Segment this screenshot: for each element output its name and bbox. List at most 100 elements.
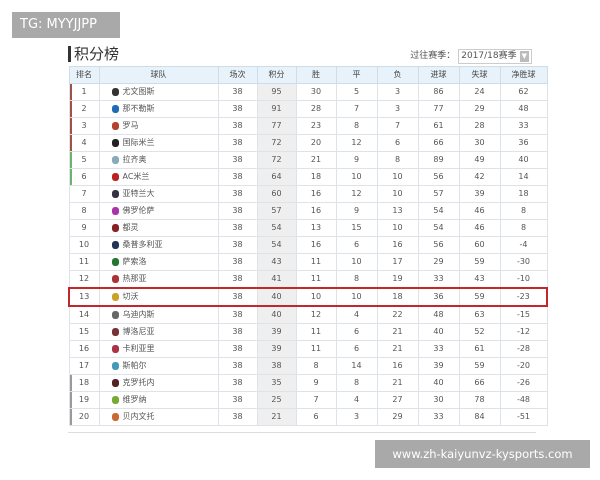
table-row[interactable]: 17 斯帕尔 38 38 8 14 16 39 59 -20 xyxy=(68,357,548,375)
team-name[interactable]: 拉齐奥 xyxy=(122,155,147,164)
goals-for-cell: 36 xyxy=(417,287,460,307)
table-row[interactable]: 1 尤文图斯 38 95 30 5 3 86 24 62 xyxy=(68,83,548,101)
team-name[interactable]: 桑普多利亚 xyxy=(122,240,163,249)
team-cell: 萨索洛 xyxy=(98,253,219,271)
team-logo-icon xyxy=(111,327,119,336)
team-name[interactable]: 卡利亚里 xyxy=(122,344,155,353)
column-header[interactable]: 排名 xyxy=(68,66,100,84)
team-cell: 维罗纳 xyxy=(98,391,219,409)
goals-for-cell: 40 xyxy=(417,323,460,341)
team-name[interactable]: AC米兰 xyxy=(122,172,150,181)
season-select[interactable]: 2017/18赛季 ▼ xyxy=(458,49,532,64)
table-row[interactable]: 3 罗马 38 77 23 8 7 61 28 33 xyxy=(68,117,548,135)
team-name[interactable]: 佛罗伦萨 xyxy=(122,206,155,215)
table-row[interactable]: 11 萨索洛 38 43 11 10 17 29 59 -30 xyxy=(68,253,548,271)
table-row[interactable]: 14 乌迪内斯 38 40 12 4 22 48 63 -15 xyxy=(68,305,548,324)
goal-diff-cell: -23 xyxy=(499,287,548,307)
table-row[interactable]: 7 亚特兰大 38 60 16 12 10 57 39 18 xyxy=(68,185,548,203)
points-cell: 60 xyxy=(256,185,297,203)
table-row[interactable]: 13 切沃 38 40 10 10 18 36 59 -23 xyxy=(68,287,548,307)
column-header[interactable]: 积分 xyxy=(256,66,297,84)
goal-diff-cell: -48 xyxy=(499,391,548,409)
column-header[interactable]: 胜 xyxy=(295,66,337,84)
team-name[interactable]: 乌迪内斯 xyxy=(122,310,155,319)
team-name[interactable]: 斯帕尔 xyxy=(122,361,147,370)
team-name[interactable]: 那不勒斯 xyxy=(122,104,155,113)
column-header[interactable]: 球队 xyxy=(98,66,219,84)
goal-diff-cell: 36 xyxy=(499,134,548,152)
goal-diff-cell: 8 xyxy=(499,202,548,220)
table-row[interactable]: 5 拉齐奥 38 72 21 9 8 89 49 40 xyxy=(68,151,548,169)
team-name[interactable]: 国际米兰 xyxy=(122,138,155,147)
table-row[interactable]: 19 维罗纳 38 25 7 4 27 30 78 -48 xyxy=(68,391,548,409)
played-cell: 38 xyxy=(217,287,258,307)
team-name[interactable]: 克罗托内 xyxy=(122,378,155,387)
points-cell: 21 xyxy=(256,408,297,426)
team-name[interactable]: 维罗纳 xyxy=(122,395,147,404)
table-row[interactable]: 9 都灵 38 54 13 15 10 54 46 8 xyxy=(68,219,548,237)
goals-against-cell: 49 xyxy=(458,151,501,169)
table-row[interactable]: 8 佛罗伦萨 38 57 16 9 13 54 46 8 xyxy=(68,202,548,220)
won-cell: 9 xyxy=(295,374,337,392)
table-row[interactable]: 16 卡利亚里 38 39 11 6 21 33 61 -28 xyxy=(68,340,548,358)
table-row[interactable]: 4 国际米兰 38 72 20 12 6 66 30 36 xyxy=(68,134,548,152)
played-cell: 38 xyxy=(217,202,258,220)
column-header[interactable]: 进球 xyxy=(417,66,460,84)
team-name[interactable]: 亚特兰大 xyxy=(122,189,155,198)
team-name[interactable]: 切沃 xyxy=(122,292,139,301)
team-cell: 切沃 xyxy=(98,287,219,307)
goals-for-cell: 29 xyxy=(417,253,460,271)
goal-diff-cell: -15 xyxy=(499,305,548,324)
team-name[interactable]: 尤文图斯 xyxy=(122,87,155,96)
divider xyxy=(68,432,536,433)
points-cell: 54 xyxy=(256,219,297,237)
played-cell: 38 xyxy=(217,340,258,358)
points-cell: 39 xyxy=(256,340,297,358)
points-cell: 35 xyxy=(256,374,297,392)
column-header[interactable]: 负 xyxy=(376,66,419,84)
won-cell: 16 xyxy=(295,185,337,203)
column-header[interactable]: 平 xyxy=(335,66,378,84)
team-logo-icon xyxy=(111,104,119,113)
played-cell: 38 xyxy=(217,408,258,426)
goals-against-cell: 59 xyxy=(458,287,501,307)
table-row[interactable]: 15 博洛尼亚 38 39 11 6 21 40 52 -12 xyxy=(68,323,548,341)
rank-cell: 12 xyxy=(68,270,100,289)
goals-against-cell: 59 xyxy=(458,253,501,271)
played-cell: 38 xyxy=(217,83,258,101)
team-name[interactable]: 博洛尼亚 xyxy=(122,327,155,336)
goals-for-cell: 77 xyxy=(417,100,460,118)
team-name[interactable]: 都灵 xyxy=(122,223,139,232)
played-cell: 38 xyxy=(217,168,258,186)
rank-cell: 6 xyxy=(68,168,100,186)
team-name[interactable]: 贝内文托 xyxy=(122,412,155,421)
team-name[interactable]: 热那亚 xyxy=(122,274,147,283)
column-header[interactable]: 场次 xyxy=(217,66,258,84)
table-row[interactable]: 6 AC米兰 38 64 18 10 10 56 42 14 xyxy=(68,168,548,186)
goal-diff-cell: 14 xyxy=(499,168,548,186)
lost-cell: 22 xyxy=(376,305,419,324)
table-row[interactable]: 2 那不勒斯 38 91 28 7 3 77 29 48 xyxy=(68,100,548,118)
column-header[interactable]: 失球 xyxy=(458,66,501,84)
goals-against-cell: 24 xyxy=(458,83,501,101)
team-name[interactable]: 罗马 xyxy=(122,121,139,130)
column-header[interactable]: 净胜球 xyxy=(499,66,548,84)
drawn-cell: 8 xyxy=(335,374,378,392)
team-logo-icon xyxy=(111,344,119,353)
table-row[interactable]: 20 贝内文托 38 21 6 3 29 33 84 -51 xyxy=(68,408,548,426)
table-row[interactable]: 12 热那亚 38 41 11 8 19 33 43 -10 xyxy=(68,270,548,289)
won-cell: 11 xyxy=(295,340,337,358)
goal-diff-cell: -12 xyxy=(499,323,548,341)
team-logo-icon xyxy=(111,257,119,266)
team-logo-icon xyxy=(111,121,119,130)
team-name[interactable]: 萨索洛 xyxy=(122,257,147,266)
team-cell: 国际米兰 xyxy=(98,134,219,152)
goals-for-cell: 40 xyxy=(417,374,460,392)
lost-cell: 16 xyxy=(376,236,419,254)
rank-cell: 4 xyxy=(68,134,100,152)
table-row[interactable]: 10 桑普多利亚 38 54 16 6 16 56 60 -4 xyxy=(68,236,548,254)
table-row[interactable]: 18 克罗托内 38 35 9 8 21 40 66 -26 xyxy=(68,374,548,392)
lost-cell: 3 xyxy=(376,100,419,118)
won-cell: 18 xyxy=(295,168,337,186)
played-cell: 38 xyxy=(217,357,258,375)
